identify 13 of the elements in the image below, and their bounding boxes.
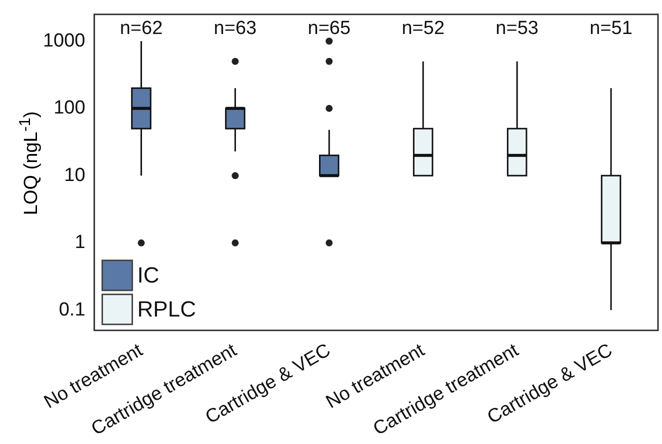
annotation: n=52 [402,18,445,40]
y-tick-label: 100 [54,98,86,119]
legend-label: IC [137,262,160,288]
y-tick-label: 10 [64,164,86,186]
y-tick-label: 1 [74,232,86,254]
annotation: n=65 [308,18,351,40]
annotation: n=53 [496,18,538,40]
y-tick-label: 1000 [42,30,86,52]
legend-label: RPLC [137,296,196,322]
annotation: n=51 [590,18,632,40]
y-tick-label: 0.1 [58,299,86,320]
annotation: n=63 [214,18,257,40]
annotation: n=62 [120,18,163,40]
